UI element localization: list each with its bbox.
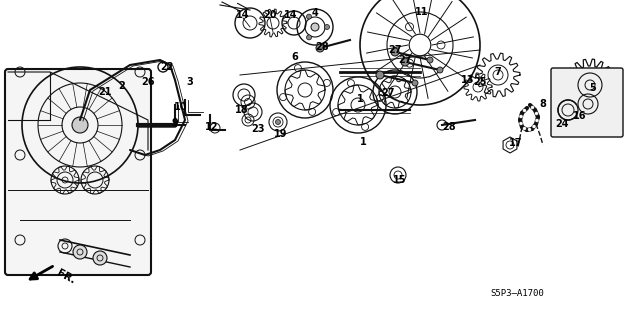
Text: 4: 4 bbox=[311, 8, 318, 18]
FancyBboxPatch shape bbox=[5, 69, 151, 275]
Text: 8: 8 bbox=[540, 99, 547, 109]
Text: 1: 1 bbox=[357, 94, 363, 104]
Circle shape bbox=[275, 119, 280, 124]
Text: 28: 28 bbox=[442, 122, 456, 132]
Text: 1: 1 bbox=[360, 137, 366, 147]
Text: 27: 27 bbox=[382, 88, 395, 98]
Circle shape bbox=[523, 127, 526, 130]
Circle shape bbox=[520, 122, 522, 125]
Circle shape bbox=[528, 128, 531, 131]
Circle shape bbox=[306, 35, 311, 40]
Text: 27: 27 bbox=[398, 55, 412, 65]
Circle shape bbox=[93, 251, 107, 265]
Text: 24: 24 bbox=[555, 119, 569, 129]
Circle shape bbox=[536, 119, 538, 122]
Circle shape bbox=[401, 58, 409, 66]
Text: 20: 20 bbox=[263, 10, 276, 20]
Text: 5: 5 bbox=[590, 83, 596, 93]
Text: S5P3—A1700: S5P3—A1700 bbox=[490, 289, 544, 298]
Text: 11: 11 bbox=[415, 7, 429, 17]
Circle shape bbox=[72, 117, 88, 133]
Text: 15: 15 bbox=[393, 175, 407, 185]
Circle shape bbox=[523, 109, 526, 112]
Circle shape bbox=[427, 57, 433, 63]
Circle shape bbox=[412, 80, 418, 86]
Circle shape bbox=[531, 106, 534, 109]
FancyBboxPatch shape bbox=[551, 68, 623, 137]
Circle shape bbox=[535, 112, 538, 115]
Text: 22: 22 bbox=[161, 62, 174, 72]
Text: 16: 16 bbox=[573, 111, 587, 121]
Text: 9: 9 bbox=[171, 118, 178, 128]
Text: 18: 18 bbox=[235, 105, 249, 115]
Text: 14: 14 bbox=[236, 10, 250, 20]
Circle shape bbox=[376, 71, 384, 79]
Circle shape bbox=[306, 14, 311, 19]
Circle shape bbox=[324, 25, 329, 29]
Circle shape bbox=[316, 44, 324, 52]
Text: 28: 28 bbox=[315, 42, 329, 52]
Text: 3: 3 bbox=[187, 77, 194, 87]
Text: 27: 27 bbox=[388, 45, 402, 55]
Circle shape bbox=[520, 115, 522, 118]
Text: 14: 14 bbox=[284, 10, 297, 20]
Circle shape bbox=[73, 245, 87, 259]
Text: 17: 17 bbox=[509, 138, 523, 148]
Text: 10: 10 bbox=[175, 102, 188, 112]
Text: 2: 2 bbox=[118, 81, 125, 91]
Text: 13: 13 bbox=[461, 75, 475, 85]
Text: 25: 25 bbox=[473, 77, 487, 87]
Text: 7: 7 bbox=[494, 67, 501, 77]
Circle shape bbox=[533, 125, 536, 128]
Text: 6: 6 bbox=[292, 52, 298, 62]
Circle shape bbox=[311, 23, 319, 31]
Circle shape bbox=[391, 48, 399, 56]
Text: 26: 26 bbox=[141, 77, 155, 87]
Text: 21: 21 bbox=[98, 87, 111, 97]
Circle shape bbox=[437, 67, 443, 73]
Text: 23: 23 bbox=[251, 124, 265, 134]
Text: FR.: FR. bbox=[55, 268, 77, 286]
Text: 19: 19 bbox=[275, 129, 288, 139]
Text: 12: 12 bbox=[205, 122, 218, 132]
